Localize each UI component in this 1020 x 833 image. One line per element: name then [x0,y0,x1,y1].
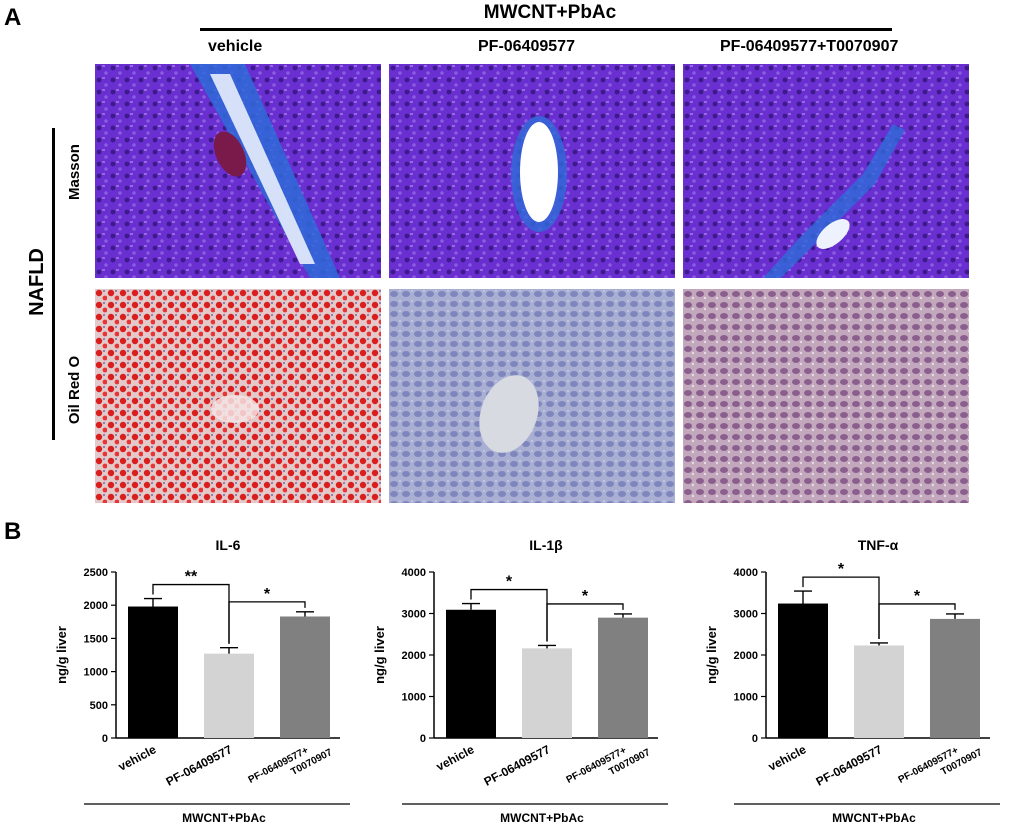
micrograph-masson-vehicle [95,64,381,278]
x-tick-label: vehicle [434,742,477,774]
y-tick-label: 2500 [84,567,108,579]
chart-title: IL-1β [529,537,563,553]
chart-il6: IL-6 0 500 1000 1500 2000 2500 ng/g liver ** * veh… [40,528,360,828]
header-bar [200,28,892,31]
panel-b-letter: B [4,518,22,545]
significance-bracket [228,601,306,644]
group-label: MWCNT+PbAc [832,811,916,825]
row-label-masson: Masson [66,144,83,200]
nafld-label: NAFLD [26,248,48,316]
chart-title: TNF-α [858,537,899,553]
y-tick-label: 2000 [734,650,758,662]
micrograph-oilred-pf [389,289,675,503]
bar [598,617,648,738]
y-tick-label: 2000 [84,600,108,612]
y-axis-label: ng/g liver [372,626,387,684]
y-tick-label: 3000 [402,609,426,621]
y-tick-label: 4000 [402,567,426,579]
x-tick-label: vehicle [116,742,159,774]
x-tick-label: PF-06409577+T0070907 [565,735,653,797]
bar [522,648,572,738]
significance-bracket [878,603,956,639]
y-tick-label: 1000 [402,692,426,704]
significance-label: * [506,574,513,591]
nafld-bar [52,128,55,440]
significance-label: * [838,561,845,578]
bar [446,609,496,738]
significance-label: ** [185,569,198,586]
group-label: MWCNT+PbAc [182,811,266,825]
group-label: MWCNT+PbAc [500,811,584,825]
significance-bracket [546,603,624,642]
bar [778,603,828,738]
y-tick-label: 0 [752,733,758,745]
panel-a-letter: A [4,4,22,31]
micrograph-masson-pf [389,64,675,278]
y-tick-label: 3000 [734,609,758,621]
chart-title: IL-6 [216,537,241,553]
y-tick-label: 4000 [734,567,758,579]
y-tick-label: 500 [90,700,108,712]
bar [930,618,980,738]
chart-tnfa: TNF-α 0 1000 2000 3000 4000 ng/g liver * * vehicl… [690,528,1010,828]
micrograph-masson-pf-t [683,64,969,278]
micrograph-oilred-vehicle [95,289,381,503]
x-tick-label: PF-06409577 [164,742,235,789]
column-label-pf-t: PF-06409577+T0070907 [720,38,899,55]
y-tick-label: 1000 [734,692,758,704]
x-tick-label: PF-06409577 [814,742,885,789]
significance-label: * [914,588,921,605]
x-tick-label: PF-06409577+T0070907 [897,735,985,797]
y-axis-label: ng/g liver [54,626,69,684]
x-tick-label: PF-06409577 [482,742,553,789]
chart-il1b: IL-1β 0 1000 2000 3000 4000 ng/g liver * * vehicl… [358,528,678,828]
x-tick-label: vehicle [766,742,809,774]
y-tick-label: 2000 [402,650,426,662]
column-label-vehicle: vehicle [208,38,263,55]
row-label-oil-red: Oil Red O [66,355,83,425]
column-label-pf: PF-06409577 [478,38,575,55]
bar [280,616,330,738]
significance-label: * [582,588,589,605]
y-tick-label: 0 [102,733,108,745]
bar [128,606,178,738]
bar [854,645,904,738]
micrograph-oilred-pf-t [683,289,969,503]
y-axis-label: ng/g liver [704,626,719,684]
y-tick-label: 0 [420,733,426,745]
bar [204,653,254,738]
y-tick-label: 1000 [84,667,108,679]
x-tick-label: PF-06409577+T0070907 [247,735,335,797]
y-tick-label: 1500 [84,633,108,645]
significance-label: * [264,586,271,603]
panel-a-header: MWCNT+PbAc [483,2,617,23]
